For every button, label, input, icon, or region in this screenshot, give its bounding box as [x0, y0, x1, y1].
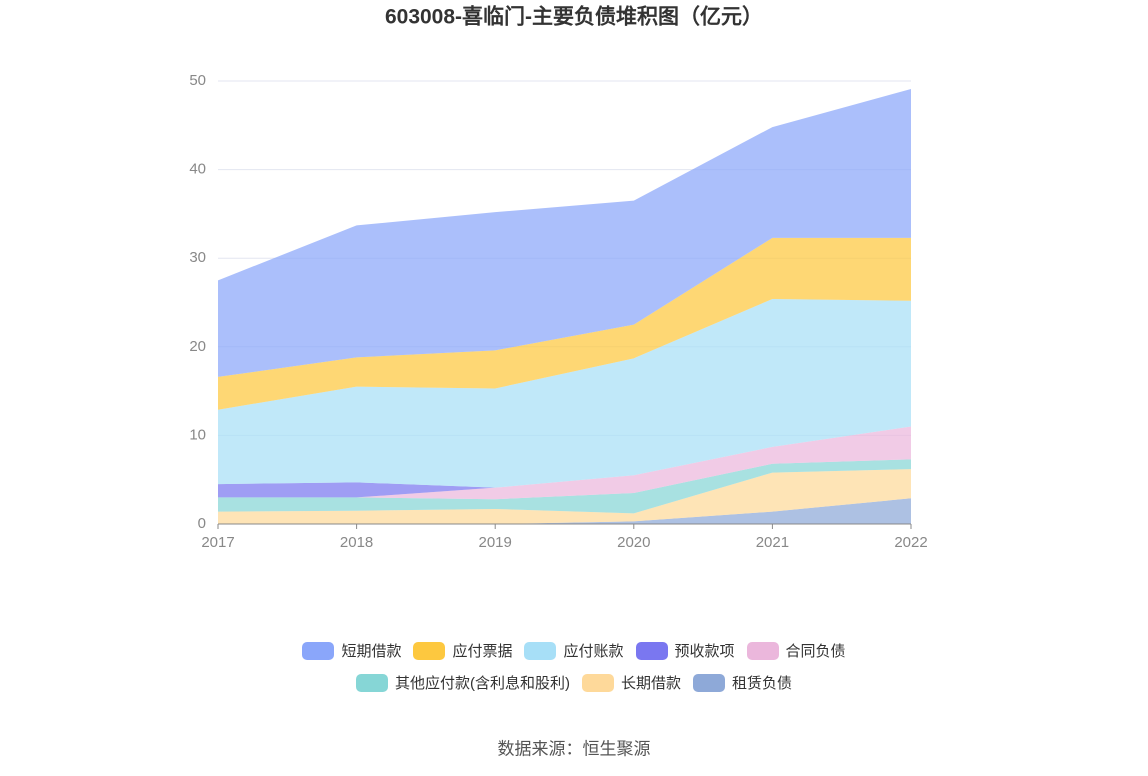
legend-label: 合同负债 — [785, 643, 846, 660]
legend-item[interactable]: 短期借款 — [302, 640, 401, 661]
y-tick-label: 0 — [198, 515, 206, 532]
x-tick-label: 2017 — [201, 534, 234, 551]
legend-swatch — [355, 673, 388, 692]
legend-swatch — [693, 673, 725, 692]
legend: 短期借款 应付票据 应付账款 预收款项 合同负债 — [0, 640, 1148, 661]
x-tick-label: 2019 — [479, 534, 512, 551]
area — [218, 498, 911, 524]
legend-label: 长期借款 — [620, 675, 681, 692]
x-tick-label: 2020 — [617, 534, 650, 551]
source: 数据来源：恒生聚源 — [498, 739, 651, 758]
x-tick-label: 2021 — [756, 534, 789, 551]
legend-swatch — [524, 641, 557, 660]
y-tick-label: 20 — [189, 338, 206, 355]
y-tick-label: 10 — [189, 426, 206, 443]
legend-label: 应付账款 — [563, 643, 624, 660]
legend-item[interactable]: 长期借款 — [581, 672, 681, 693]
legend-item[interactable]: 应付票据 — [413, 640, 512, 661]
legend-item[interactable]: 预收款项 — [635, 640, 735, 661]
area — [218, 88, 911, 377]
legend-label: 其他应付款(含利息和股利) — [394, 675, 570, 692]
legend-swatch — [635, 641, 668, 660]
legend-swatch — [746, 641, 779, 660]
area — [218, 426, 911, 498]
legend-swatch — [302, 641, 335, 660]
area — [218, 459, 911, 514]
area — [218, 237, 911, 410]
chart-title: 603008-喜临门-主要负债堆积图（亿元） — [385, 5, 763, 29]
legend-swatch — [581, 673, 614, 692]
y-tick-label: 30 — [189, 249, 206, 266]
legend-item[interactable]: 租赁负债 — [693, 672, 792, 693]
x-tick-label: 2022 — [894, 534, 927, 551]
legend-label: 短期借款 — [341, 643, 402, 660]
legend-swatch — [413, 641, 446, 660]
area — [218, 469, 911, 524]
legend-item[interactable]: 合同负债 — [746, 640, 846, 661]
area — [218, 426, 911, 500]
y-tick-label: 50 — [189, 72, 206, 89]
x-tick-label: 2018 — [340, 534, 373, 551]
legend-item[interactable]: 应付账款 — [524, 640, 624, 661]
legend-item[interactable]: 其他应付款(含利息和股利) — [355, 672, 570, 693]
legend: 其他应付款(含利息和股利) 长期借款 租赁负债 — [0, 672, 1148, 693]
area — [218, 298, 911, 488]
legend-label: 租赁负债 — [732, 675, 793, 692]
y-tick-label: 40 — [189, 161, 206, 178]
legend-label: 预收款项 — [674, 643, 735, 660]
legend-label: 应付票据 — [452, 643, 513, 660]
